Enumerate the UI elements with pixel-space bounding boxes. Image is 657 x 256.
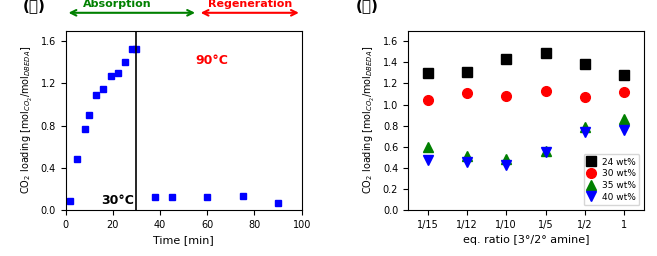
24 wt% [463, 70, 471, 73]
Y-axis label: CO$_2$ loading [mol$_{CO_2}$/mol$_{DBEDA}$]: CO$_2$ loading [mol$_{CO_2}$/mol$_{DBEDA… [20, 46, 35, 194]
30 wt% [620, 90, 628, 93]
30 wt% [502, 94, 510, 98]
24 wt% [424, 71, 432, 74]
40 wt% [424, 159, 432, 162]
24 wt% [620, 73, 628, 77]
Text: (가): (가) [23, 0, 46, 14]
Text: Absorption: Absorption [83, 0, 152, 9]
24 wt% [541, 51, 549, 54]
40 wt% [502, 163, 510, 166]
X-axis label: Time [min]: Time [min] [153, 235, 214, 245]
Line: 35 wt%: 35 wt% [422, 114, 629, 164]
35 wt% [581, 125, 589, 128]
30 wt% [424, 99, 432, 102]
30 wt% [463, 91, 471, 94]
30 wt% [541, 89, 549, 92]
Line: 24 wt%: 24 wt% [422, 48, 629, 80]
Text: 30°C: 30°C [101, 194, 134, 207]
40 wt% [541, 151, 549, 154]
Text: Regeneration: Regeneration [208, 0, 292, 9]
Text: (나): (나) [356, 0, 379, 14]
40 wt% [581, 130, 589, 133]
40 wt% [463, 161, 471, 164]
Line: 30 wt%: 30 wt% [422, 86, 629, 105]
Line: 40 wt%: 40 wt% [422, 125, 629, 169]
35 wt% [502, 158, 510, 161]
Text: 90°C: 90°C [196, 55, 229, 67]
30 wt% [581, 95, 589, 99]
Y-axis label: CO$_2$ loading [mol$_{CO_2}$/mol$_{DBEDA}$]: CO$_2$ loading [mol$_{CO_2}$/mol$_{DBEDA… [362, 46, 377, 194]
X-axis label: eq. ratio [3°/2° amine]: eq. ratio [3°/2° amine] [463, 235, 589, 245]
40 wt% [620, 128, 628, 131]
24 wt% [502, 58, 510, 61]
35 wt% [424, 145, 432, 148]
35 wt% [620, 118, 628, 121]
35 wt% [463, 155, 471, 158]
35 wt% [541, 149, 549, 152]
24 wt% [581, 63, 589, 66]
Legend: 24 wt%, 30 wt%, 35 wt%, 40 wt%: 24 wt%, 30 wt%, 35 wt%, 40 wt% [583, 154, 639, 205]
